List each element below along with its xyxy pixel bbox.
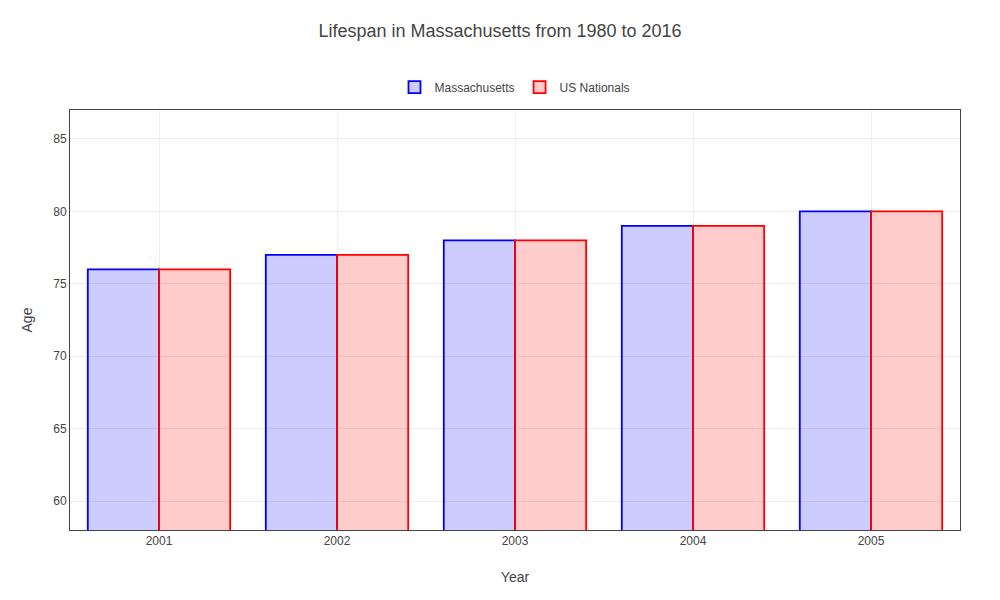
svg-text:Lifespan in Massachusetts from: Lifespan in Massachusetts from 1980 to 2… bbox=[318, 21, 681, 41]
svg-text:Massachusetts: Massachusetts bbox=[435, 81, 515, 95]
svg-text:2005: 2005 bbox=[858, 534, 885, 548]
svg-text:65: 65 bbox=[53, 422, 67, 436]
svg-text:80: 80 bbox=[53, 205, 67, 219]
svg-text:2003: 2003 bbox=[502, 534, 529, 548]
svg-text:2002: 2002 bbox=[324, 534, 351, 548]
svg-text:70: 70 bbox=[53, 349, 67, 363]
svg-text:2004: 2004 bbox=[680, 534, 707, 548]
svg-text:60: 60 bbox=[53, 494, 67, 508]
svg-text:Age: Age bbox=[19, 307, 35, 332]
svg-text:75: 75 bbox=[53, 277, 67, 291]
svg-text:US Nationals: US Nationals bbox=[560, 81, 630, 95]
svg-text:85: 85 bbox=[53, 132, 67, 146]
svg-text:Year: Year bbox=[501, 569, 530, 585]
svg-text:2001: 2001 bbox=[146, 534, 173, 548]
